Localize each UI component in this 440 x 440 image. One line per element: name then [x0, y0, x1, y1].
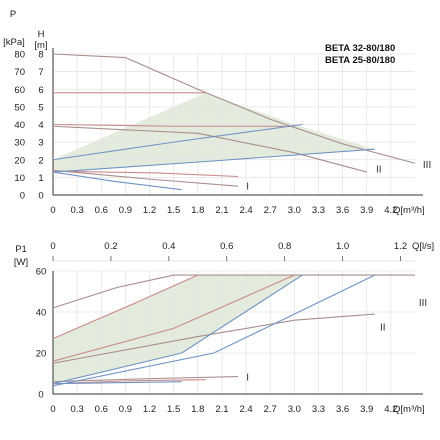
head-x-tick: 1.8	[191, 205, 204, 216]
head-y-tick-kpa: 0	[20, 191, 25, 202]
head-y-tick-m: 0	[38, 191, 43, 202]
head-y-tick-m: 5	[38, 102, 43, 113]
head-x-tick: 3.9	[360, 205, 373, 216]
power-x-tick: 4.2	[384, 404, 397, 415]
head-y-tick-m: 6	[38, 85, 43, 96]
head-y-unit-m: [m]	[34, 40, 47, 51]
head-curve-label: III	[423, 160, 431, 171]
head-y-tick-kpa: 70	[14, 67, 25, 78]
ls-axis-tick-label: 1.2	[394, 241, 407, 252]
power-curve-label: III	[419, 298, 427, 309]
head-y-tick-kpa: 30	[14, 138, 25, 149]
head-x-tick: 2.7	[264, 205, 277, 216]
head-series-line	[52, 123, 295, 127]
head-curve-label: I	[246, 181, 249, 192]
power-curve-label: I	[246, 373, 249, 384]
ls-axis-tick-label: 1.0	[336, 241, 349, 252]
power-x-label: Q[m³/h]	[393, 404, 425, 415]
head-y-tick-kpa: 80	[14, 50, 25, 61]
power-x-tick: 1.5	[167, 404, 180, 415]
ls-axis-label: Q[l/s]	[412, 241, 434, 252]
head-y-tick-m: 1	[38, 173, 43, 184]
head-y-tick-m: 3	[38, 138, 43, 149]
head-y-tick-kpa: 10	[14, 173, 25, 184]
head-x-tick: 0.6	[95, 205, 108, 216]
model-title-1: BETA 32-80/180	[325, 43, 395, 54]
head-x-tick: 0	[50, 205, 55, 216]
head-y-unit-kpa: [kPa]	[3, 37, 25, 48]
head-y-tick-kpa: 40	[14, 120, 25, 131]
head-y-tick-m: 7	[38, 67, 43, 78]
ls-axis-tick-label: 0.6	[220, 241, 233, 252]
head-x-tick: 1.5	[167, 205, 180, 216]
head-y-label-kpa: P	[10, 9, 16, 20]
power-x-tick: 0.3	[71, 404, 84, 415]
head-y-tick-kpa: 50	[14, 102, 25, 113]
head-curve-label: II	[376, 165, 382, 176]
head-y-tick-m: 2	[38, 155, 43, 166]
head-x-tick: 2.1	[215, 205, 228, 216]
power-x-tick: 2.7	[264, 404, 277, 415]
ls-axis-tick-label: 0	[50, 241, 55, 252]
power-chart: 0 0.2 0.4 0.6 0.8 1.0 1.2 Q[l/s] 0 20 40 60 P1 [W] 0 0.…	[14, 241, 434, 415]
head-x-tick: 3.6	[336, 205, 349, 216]
ls-axis-tick-label: 0.2	[104, 241, 117, 252]
power-series-line	[52, 274, 295, 362]
head-y-tick-kpa: 20	[14, 155, 25, 166]
head-x-tick: 3.3	[312, 205, 325, 216]
power-y-unit: [W]	[14, 257, 28, 268]
power-y-tick: 0	[38, 390, 43, 401]
power-series-line	[52, 274, 303, 385]
power-shaded-region	[53, 275, 303, 384]
head-x-tick: 2.4	[239, 205, 252, 216]
power-curve-label: II	[380, 322, 386, 333]
ls-axis-tick-label: 0.8	[278, 241, 291, 252]
power-x-tick: 3.0	[288, 404, 301, 415]
power-series-line	[52, 381, 182, 385]
power-series-line	[52, 376, 239, 383]
head-x-tick: 3.0	[288, 205, 301, 216]
head-y-tick-m: 4	[38, 120, 43, 131]
power-y-tick: 60	[36, 267, 47, 278]
power-x-tick: 2.4	[239, 404, 252, 415]
head-chart: 0 10 20 30 40 50 60 70 80 0 1 2 3 4 5 6 7 8 P [kPa] H[m] 0 0.3…	[3, 9, 431, 216]
power-x-tick: 1.2	[143, 404, 156, 415]
head-x-tick: 0.9	[119, 205, 132, 216]
head-series-line	[52, 169, 239, 187]
power-series-line	[52, 274, 199, 340]
power-x-tick: 3.9	[360, 404, 373, 415]
head-series-line	[52, 148, 375, 173]
power-y-tick: 20	[36, 349, 47, 360]
head-y-tick-kpa: 60	[14, 85, 25, 96]
head-x-tick: 1.2	[143, 205, 156, 216]
head-series-line	[52, 53, 416, 164]
power-series-line	[52, 379, 206, 385]
power-series-line	[52, 274, 376, 387]
head-x-label: Q[m³/h]	[393, 205, 425, 216]
head-y-tick-m: 8	[38, 50, 43, 61]
power-x-tick: 0	[50, 404, 55, 415]
head-series-line	[52, 170, 239, 178]
model-title-2: BETA 25-80/180	[325, 55, 395, 66]
head-x-tick: 4.2	[384, 205, 397, 216]
power-x-tick: 1.8	[191, 404, 204, 415]
power-y-label: P1	[15, 244, 27, 255]
power-x-tick: 3.3	[312, 404, 325, 415]
power-x-tick: 3.6	[336, 404, 349, 415]
head-series-line	[52, 171, 182, 191]
head-series-line	[52, 123, 303, 161]
head-y-label-m: H	[38, 29, 45, 40]
power-y-tick: 40	[36, 308, 47, 319]
power-x-tick: 0.6	[95, 404, 108, 415]
head-x-tick: 0.3	[71, 205, 84, 216]
ls-axis-tick-label: 0.4	[162, 241, 175, 252]
power-series-line	[52, 313, 375, 364]
head-series-line	[52, 125, 367, 173]
power-x-tick: 2.1	[215, 404, 228, 415]
power-x-tick: 0.9	[119, 404, 132, 415]
